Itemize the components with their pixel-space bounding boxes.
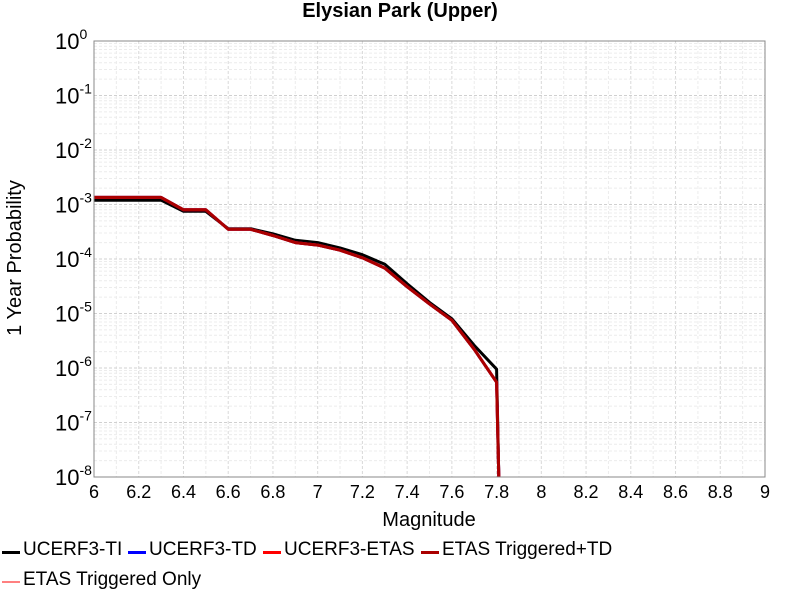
legend-item-ucerf3-td: UCERF3-TD	[128, 539, 257, 561]
y-axis-title: 1 Year Probability	[4, 180, 26, 336]
x-tick-label: 6.2	[126, 482, 151, 502]
x-tick-label: 6.6	[216, 482, 241, 502]
x-tick-label: 6.8	[260, 482, 285, 502]
y-tick-label: 10-1	[55, 81, 92, 109]
x-tick-label: 7.4	[395, 482, 420, 502]
y-tick-label: 10-6	[55, 353, 92, 381]
x-tick-label: 8.8	[708, 482, 733, 502]
legend-label: UCERF3-TD	[149, 539, 257, 560]
legend-item-ucerf3-etas: UCERF3-ETAS	[263, 539, 415, 561]
legend-swatch-icon	[2, 550, 20, 554]
y-tick-label: 10-7	[55, 408, 92, 436]
legend-swatch-icon	[421, 550, 439, 554]
legend-swatch-icon	[263, 550, 281, 554]
legend-label: ETAS Triggered Only	[23, 569, 202, 590]
y-tick-label: 10-2	[55, 135, 92, 163]
chart-title: Elysian Park (Upper)	[302, 0, 498, 22]
legend-item-ucerf3-ti: UCERF3-TI	[2, 539, 122, 561]
y-tick-label: 10-4	[55, 244, 92, 272]
x-axis-title: Magnitude	[382, 509, 475, 531]
y-tick-label: 10-3	[55, 190, 92, 218]
y-tick-label: 10-5	[55, 299, 92, 327]
legend-item-etas-triggered-td: ETAS Triggered+TD	[421, 539, 612, 561]
x-tick-label: 8.6	[663, 482, 688, 502]
legend-label: ETAS Triggered+TD	[442, 539, 613, 560]
legend-label: UCERF3-ETAS	[284, 539, 415, 560]
y-tick-label: 100	[55, 26, 87, 54]
y-tick-label: 10-8	[55, 462, 92, 490]
series-lines	[94, 195, 501, 478]
plot-frame	[93, 40, 766, 478]
legend-swatch-icon	[128, 550, 146, 554]
x-tick-label: 6.4	[171, 482, 196, 502]
grid	[93, 40, 766, 478]
x-tick-label: 8.2	[574, 482, 599, 502]
legend-swatch-icon	[2, 581, 20, 583]
x-tick-label: 8.4	[618, 482, 643, 502]
x-tick-label: 7.6	[439, 482, 464, 502]
x-tick-labels: 6 6.2 6.4 6.6 6.8 7 7.2 7.4 7.6 7.8 8 8.2 8.4 8.6 8.8 9	[89, 482, 770, 502]
x-tick-label: 8	[536, 482, 546, 502]
y-tick-labels: 100 10-1 10-2 10-3 10-4 10-5 10-6 10-7 10-8	[55, 26, 92, 490]
legend-item-etas-triggered-only: ETAS Triggered Only	[2, 569, 201, 591]
series-line-etas-triggered-td	[94, 195, 501, 478]
x-tick-label: 7.8	[484, 482, 509, 502]
x-tick-label: 9	[760, 482, 770, 502]
x-tick-label: 7.2	[350, 482, 375, 502]
x-tick-label: 6	[89, 482, 99, 502]
legend-label: UCERF3-TI	[23, 539, 123, 560]
x-tick-label: 7	[313, 482, 323, 502]
